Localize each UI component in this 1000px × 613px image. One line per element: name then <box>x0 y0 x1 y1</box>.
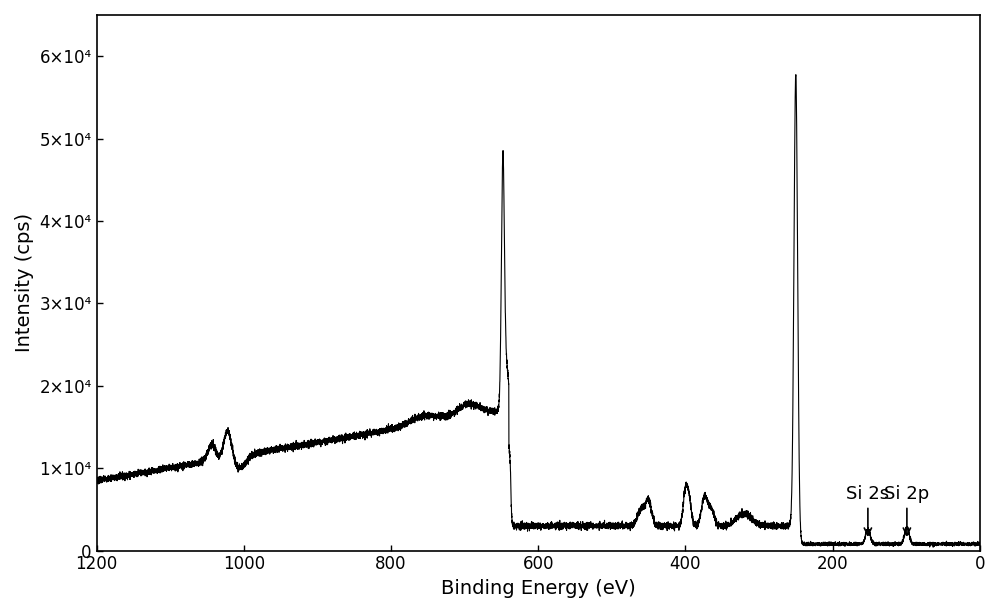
X-axis label: Binding Energy (eV): Binding Energy (eV) <box>441 579 636 598</box>
Y-axis label: Intensity (cps): Intensity (cps) <box>15 213 34 352</box>
Text: Si 2p: Si 2p <box>884 485 930 535</box>
Text: Si 2s: Si 2s <box>846 485 889 535</box>
